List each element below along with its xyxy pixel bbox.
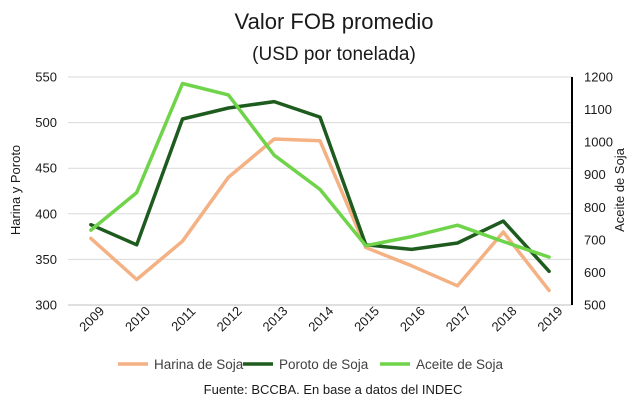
y-tick-left-label: 550: [35, 70, 57, 85]
y-tick-right-label: 1200: [584, 70, 613, 85]
x-tick-label: 2019: [534, 303, 565, 334]
y-tick-left-label: 300: [35, 298, 57, 313]
x-tick-label: 2016: [397, 303, 428, 334]
y-tick-right-label: 1100: [584, 102, 612, 117]
legend-label: Harina de Soja: [154, 357, 244, 372]
y-tick-right-label: 500: [584, 298, 606, 313]
legend-label: Poroto de Soja: [279, 357, 369, 372]
y-tick-right-label: 600: [584, 265, 606, 280]
y-tick-right-label: 900: [584, 167, 606, 182]
chart-subtitle: (USD por tonelada): [252, 44, 416, 65]
y-tick-right-label: 1000: [584, 135, 613, 150]
grid-lines: [68, 76, 572, 260]
y-axis-right-title: Aceite de Soja: [612, 147, 627, 232]
source-note: Fuente: BCCBA. En base a datos del INDEC: [204, 382, 463, 397]
y-tick-left-label: 350: [35, 252, 57, 267]
x-tick-label: 2013: [259, 303, 290, 334]
x-tick-label: 2014: [305, 303, 336, 334]
y-tick-right-label: 700: [584, 232, 606, 247]
x-tick-label: 2009: [76, 303, 107, 334]
series-lines: [89, 81, 551, 293]
x-tick-label: 2018: [489, 303, 520, 334]
series-line-poroto-de-soja: [89, 99, 551, 274]
y-tick-right-label: 800: [584, 200, 606, 215]
x-tick-label: 2012: [214, 303, 245, 334]
x-tick-label: 2011: [168, 304, 198, 334]
y-tick-left-label: 500: [35, 115, 57, 130]
x-tick-label: 2015: [351, 303, 382, 334]
series-line-aceite-de-soja: [89, 81, 551, 259]
axes: 300 350 400 450 500 550 500 600 700 800 900 1000 110…: [35, 70, 613, 335]
x-tick-label: 2010: [122, 303, 153, 334]
legend: Harina de Soja Poroto de Soja Aceite de So…: [118, 357, 504, 372]
legend-label: Aceite de Soja: [416, 357, 504, 372]
x-tick-label: 2017: [443, 303, 474, 334]
y-tick-left-label: 400: [35, 206, 57, 221]
y-tick-left-label: 450: [35, 161, 57, 176]
y-axis-left-title: Harina y Poroto: [8, 145, 23, 235]
series-line-harina-de-soja: [89, 137, 551, 293]
chart-title: Valor FOB promedio: [235, 9, 434, 34]
